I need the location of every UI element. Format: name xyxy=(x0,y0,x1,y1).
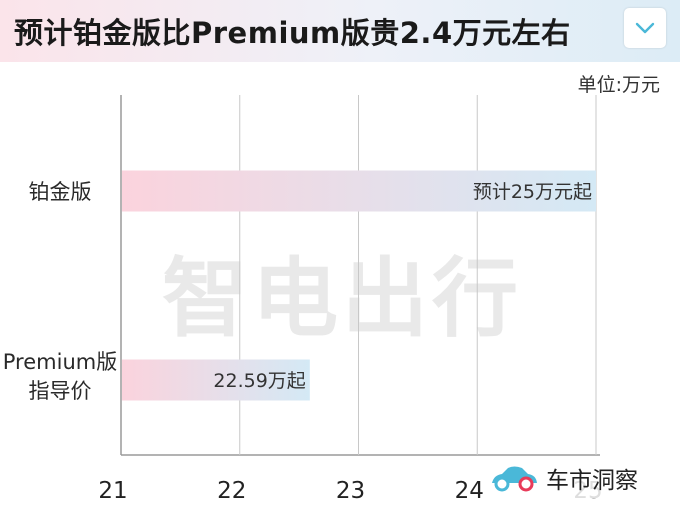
category-label-line: 指导价 xyxy=(28,379,92,403)
watermark-text: 智电出行 xyxy=(162,249,522,349)
dropdown-button[interactable] xyxy=(624,8,666,48)
category-label-1: Premium版 指导价 xyxy=(0,348,120,406)
page-title: 预计铂金版比Premium版贵2.4万元左右 xyxy=(14,16,571,50)
brand-logo: 车市洞察 xyxy=(484,458,646,498)
watermark: 智电出行 xyxy=(162,228,522,353)
unit-label: 单位:万元 xyxy=(577,74,660,96)
bar-data-label: 22.59万起 xyxy=(213,370,305,392)
chevron-down-icon xyxy=(635,22,655,34)
title-bar: 预计铂金版比Premium版贵2.4万元左右 xyxy=(0,0,680,62)
category-label-line: 铂金版 xyxy=(28,180,92,204)
bar-data-label: 预计25万元起 xyxy=(473,181,592,203)
x-tick-label: 21 xyxy=(98,478,127,504)
car-logo-icon xyxy=(492,466,537,492)
category-label-0: 铂金版 xyxy=(8,176,112,206)
logo-text: 车市洞察 xyxy=(546,468,638,494)
x-tick-label: 22 xyxy=(217,478,246,504)
bar xyxy=(122,359,310,401)
x-tick-label: 23 xyxy=(336,478,365,504)
category-label-line: Premium版 xyxy=(2,350,118,374)
bar xyxy=(122,170,596,212)
x-tick-label: 24 xyxy=(455,478,484,504)
